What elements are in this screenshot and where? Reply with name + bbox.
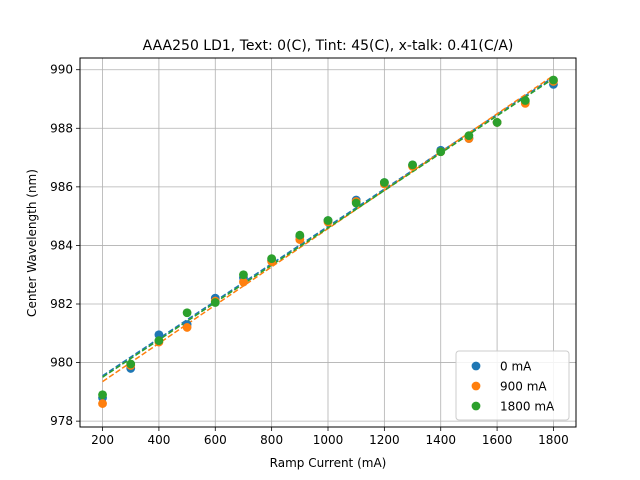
legend-marker: [471, 381, 481, 391]
x-tick-label: 1600: [482, 433, 513, 447]
x-tick-label: 1000: [313, 433, 344, 447]
y-tick-label: 980: [50, 356, 73, 370]
x-tick-label: 600: [204, 433, 227, 447]
legend-label: 0 mA: [500, 360, 532, 374]
data-point: [182, 308, 192, 318]
data-points: [98, 75, 558, 408]
legend-marker: [471, 401, 481, 411]
data-point: [98, 390, 107, 400]
legend-label: 900 mA: [500, 380, 547, 394]
data-point: [182, 323, 192, 332]
y-tick-label: 990: [50, 63, 73, 77]
y-axis-label: Center Wavelength (nm): [25, 169, 39, 317]
data-point: [295, 230, 305, 240]
x-tick-label: 1400: [425, 433, 456, 447]
data-point: [98, 399, 107, 408]
data-point: [492, 118, 502, 127]
data-point: [239, 277, 248, 287]
data-point: [239, 270, 248, 280]
x-tick-label: 400: [147, 433, 170, 447]
x-tick-label: 1800: [538, 433, 569, 447]
legend-marker: [471, 361, 481, 371]
data-point: [549, 75, 558, 85]
chart-title: AAA250 LD1, Text: 0(C), Tint: 45(C), x-t…: [143, 38, 514, 54]
x-tick-label: 800: [260, 433, 283, 447]
data-point: [379, 178, 389, 187]
y-tick-label: 984: [50, 238, 73, 252]
fit-line: [102, 77, 554, 378]
data-point: [408, 160, 417, 170]
legend-label: 1800 mA: [500, 400, 555, 414]
x-axis-label: Ramp Current (mA): [270, 456, 387, 470]
y-tick-label: 988: [50, 121, 73, 135]
y-tick-label: 978: [50, 414, 73, 428]
x-tick-label: 200: [91, 433, 114, 447]
data-point: [520, 96, 530, 105]
x-axis: 200 400 600 800 1000 1200 1400 1600 1800: [91, 427, 569, 447]
data-point: [267, 254, 277, 264]
y-axis: 978 980 982 984 986 988 990: [50, 63, 80, 428]
y-tick-label: 982: [50, 297, 73, 311]
legend: 0 mA 900 mA 1800 mA: [455, 350, 570, 421]
data-point: [154, 336, 164, 346]
data-point: [210, 298, 220, 307]
data-point: [126, 359, 136, 369]
y-tick-label: 986: [50, 180, 73, 194]
legend-box: [455, 350, 570, 421]
data-point: [351, 198, 361, 208]
data-point: [464, 131, 474, 141]
data-point: [323, 216, 333, 225]
data-point: [436, 147, 446, 157]
x-tick-label: 1200: [369, 433, 400, 447]
